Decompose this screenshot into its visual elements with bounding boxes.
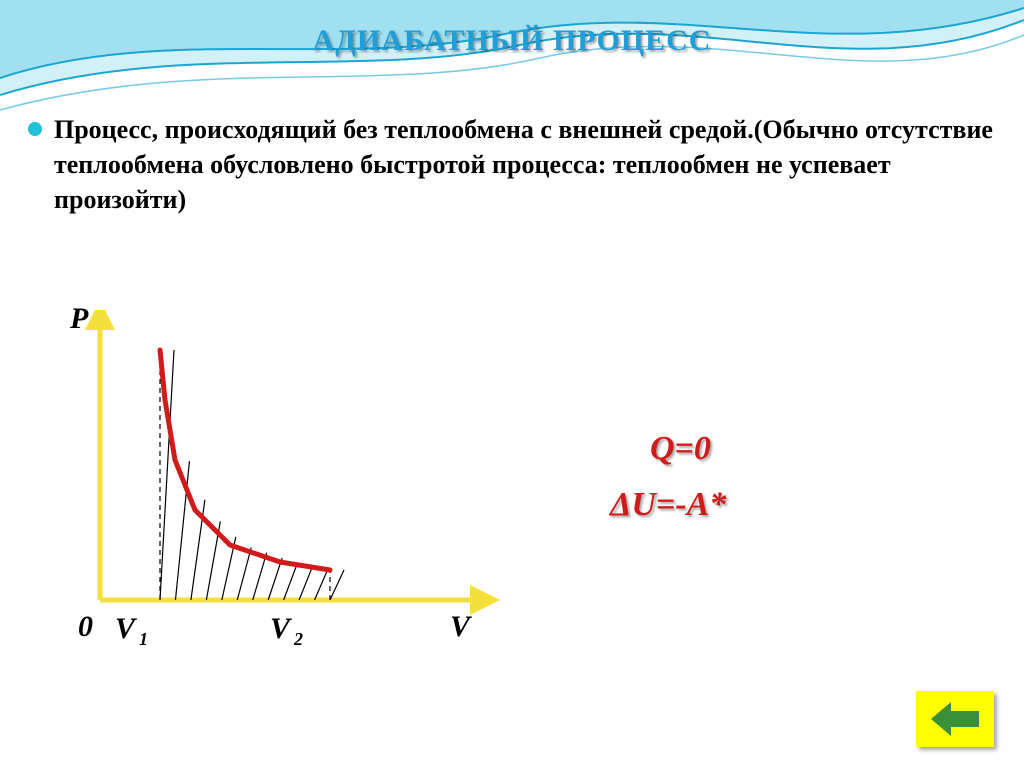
formula-block: Q=0 ΔU=-A* <box>610 430 726 542</box>
formula-du: ΔU=-A* <box>610 486 726 524</box>
y-axis-label: P <box>70 302 88 336</box>
arrow-left-icon <box>931 702 979 736</box>
v2-label: V2 <box>270 612 303 650</box>
body-text-block: Процесс, происходящий без теплообмена с … <box>28 112 996 217</box>
wave-header <box>0 0 1024 130</box>
slide-title: АДИАБАТНЫЙ ПРОЦЕСС <box>0 24 1024 58</box>
v1-label: V1 <box>115 612 148 650</box>
v1-letter: V <box>115 612 135 645</box>
v2-letter: V <box>270 612 290 645</box>
slide-title-text: АДИАБАТНЫЙ ПРОЦЕСС <box>313 24 712 57</box>
pv-chart: P 0 V1 V2 V <box>60 310 500 690</box>
pv-chart-svg <box>60 310 500 650</box>
body-paragraph: Процесс, происходящий без теплообмена с … <box>54 112 996 217</box>
v1-sub: 1 <box>139 629 148 649</box>
formula-q: Q=0 <box>650 430 726 468</box>
v2-sub: 2 <box>294 629 303 649</box>
nav-back-button[interactable] <box>916 691 994 747</box>
origin-label: 0 <box>78 610 93 644</box>
bullet-icon <box>28 122 42 136</box>
x-axis-label: V <box>450 610 470 644</box>
